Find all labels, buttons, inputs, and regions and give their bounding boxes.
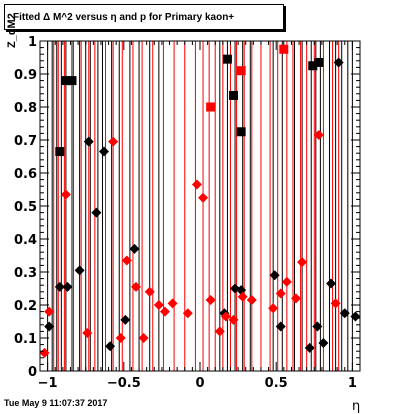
black-square-point [236,127,246,137]
y-tick-label: 0 [28,365,37,380]
red-diamond-point [138,333,149,343]
red-diamond-point [167,298,178,309]
black-diamond-point [83,136,94,147]
black-diamond-point [105,341,116,352]
black-diamond-point [350,311,361,322]
black-diamond-point [120,314,131,325]
red-diamond-point [153,300,164,310]
black-diamond-point [339,308,350,319]
black-diamond-point [326,278,337,289]
black-diamond-point [318,337,329,348]
black-diamond-point [62,281,73,292]
red-diamond-point [313,130,324,141]
y-tick-label: 1 [28,35,37,50]
x-tick-label: −1 [38,376,58,391]
timestamp-footer: Tue May 9 11:07:37 2017 [4,398,108,408]
black-square-point [222,54,232,64]
red-diamond-point [205,295,216,306]
x-tick-label: −0.5 [107,376,141,391]
chart-title-box: Fitted Δ M^2 versus η and p for Primary … [4,4,284,30]
red-diamond-point [159,306,170,317]
red-diamond-point [275,288,286,299]
black-diamond-point [91,207,102,218]
black-diamond-point [304,342,315,353]
y-tick-label: 0.6 [14,167,37,182]
red-square-point [279,44,289,54]
red-diamond-point [214,326,225,337]
black-square-point [67,76,77,86]
red-diamond-point [60,189,71,200]
black-diamond-point [129,243,140,254]
red-diamond-point [268,303,279,314]
red-diamond-point [228,314,239,325]
red-diamond-point [198,192,209,203]
red-diamond-point [182,308,193,319]
black-square-point [55,147,65,157]
x-tick-label: 0.5 [265,376,288,391]
black-diamond-point [269,270,280,281]
black-diamond-point [44,321,55,332]
y-tick-label: 0.5 [14,200,37,215]
red-diamond-point [246,295,257,306]
black-square-point [229,90,239,100]
y-tick-label: 0.9 [14,68,37,83]
red-square-point [236,66,246,76]
black-diamond-point [236,285,247,296]
axis-ticks-layer [39,40,361,372]
chart-title: Fitted Δ M^2 versus η and p for Primary … [13,12,235,23]
red-diamond-point [44,306,55,317]
red-diamond-point [220,311,231,322]
y-tick-label: 0.2 [14,299,37,314]
red-diamond-point [144,286,155,297]
black-square-point [314,57,324,67]
y-axis-label: Z_dM2 [6,13,18,48]
y-tick-label: 0.1 [14,332,37,347]
y-tick-label: 0.7 [14,134,37,149]
y-tick-label: 0.4 [14,233,37,248]
plot-frame [39,40,361,372]
red-diamond-point [39,347,50,358]
black-diamond-point [74,265,85,276]
red-diamond-point [297,257,308,268]
red-diamond-point [281,276,292,287]
black-diamond-point [99,146,109,157]
markers-layer [39,44,361,358]
red-diamond-point [82,328,93,339]
red-diamond-point [291,293,301,304]
red-diamond-point [330,298,341,309]
x-tick-label: 0 [195,376,204,391]
x-axis-label: η [352,399,360,414]
black-square-point [61,76,71,86]
black-diamond-point [312,321,323,332]
red-diamond-point [131,281,141,292]
black-diamond-point [333,57,344,68]
red-diamond-point [121,255,132,266]
y-tick-label: 0.3 [14,266,37,281]
red-diamond-point [115,333,126,343]
red-diamond-point [237,291,248,302]
red-diamond-point [191,179,202,190]
vertical-lines-layer [47,41,353,371]
tick-labels-layer: 0 0.1 0.2 0.3 0.4 0.5 0.6 0.7 0.8 0.9 1 −1 −0.5 0 0.5 1 [14,35,357,391]
black-diamond-point [54,281,65,292]
red-square-point [206,102,216,112]
black-diamond-point [275,321,286,332]
y-tick-label: 0.8 [14,101,37,116]
x-tick-label: 1 [348,376,357,391]
black-square-point [308,61,318,71]
red-diamond-point [108,136,119,147]
